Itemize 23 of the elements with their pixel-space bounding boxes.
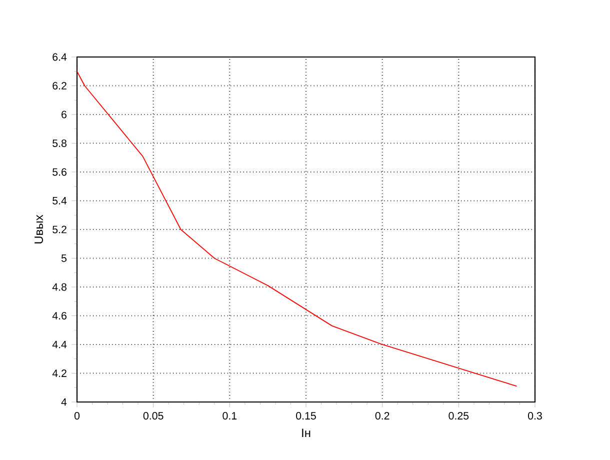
x-tick-label: 0.05 [143,412,164,420]
y-tick-label: 4.2 [52,370,66,377]
line-series [77,70,518,387]
y-tick-label: 4.8 [52,283,66,291]
y-tick-label: 5.8 [52,139,66,148]
y-tick-label: 5.6 [52,168,66,176]
x-tick-label: 0.1 [222,412,237,420]
y-tick-label: 5.4 [52,197,67,204]
x-axis-title: Iн [302,428,310,437]
x-tick-label: 0.25 [448,412,469,420]
y-tick-label: 4 [61,398,67,406]
y-tick-label: 6.2 [52,82,66,90]
x-tick-label: 0 [74,412,80,420]
x-tick-label: 0.3 [528,412,542,420]
y-tick-label: 4.4 [52,340,67,348]
y-axis-title: Uвых [34,214,43,244]
x-tick-label: 0.2 [375,412,390,420]
y-tick-label: 5 [61,254,67,262]
y-tick-label: 4.6 [52,312,66,320]
x-tick-label: 0.15 [296,412,316,420]
y-tick-label: 6.4 [52,53,67,61]
y-tick-label: 6 [62,110,66,118]
y-tick-label: 5.2 [52,226,66,234]
